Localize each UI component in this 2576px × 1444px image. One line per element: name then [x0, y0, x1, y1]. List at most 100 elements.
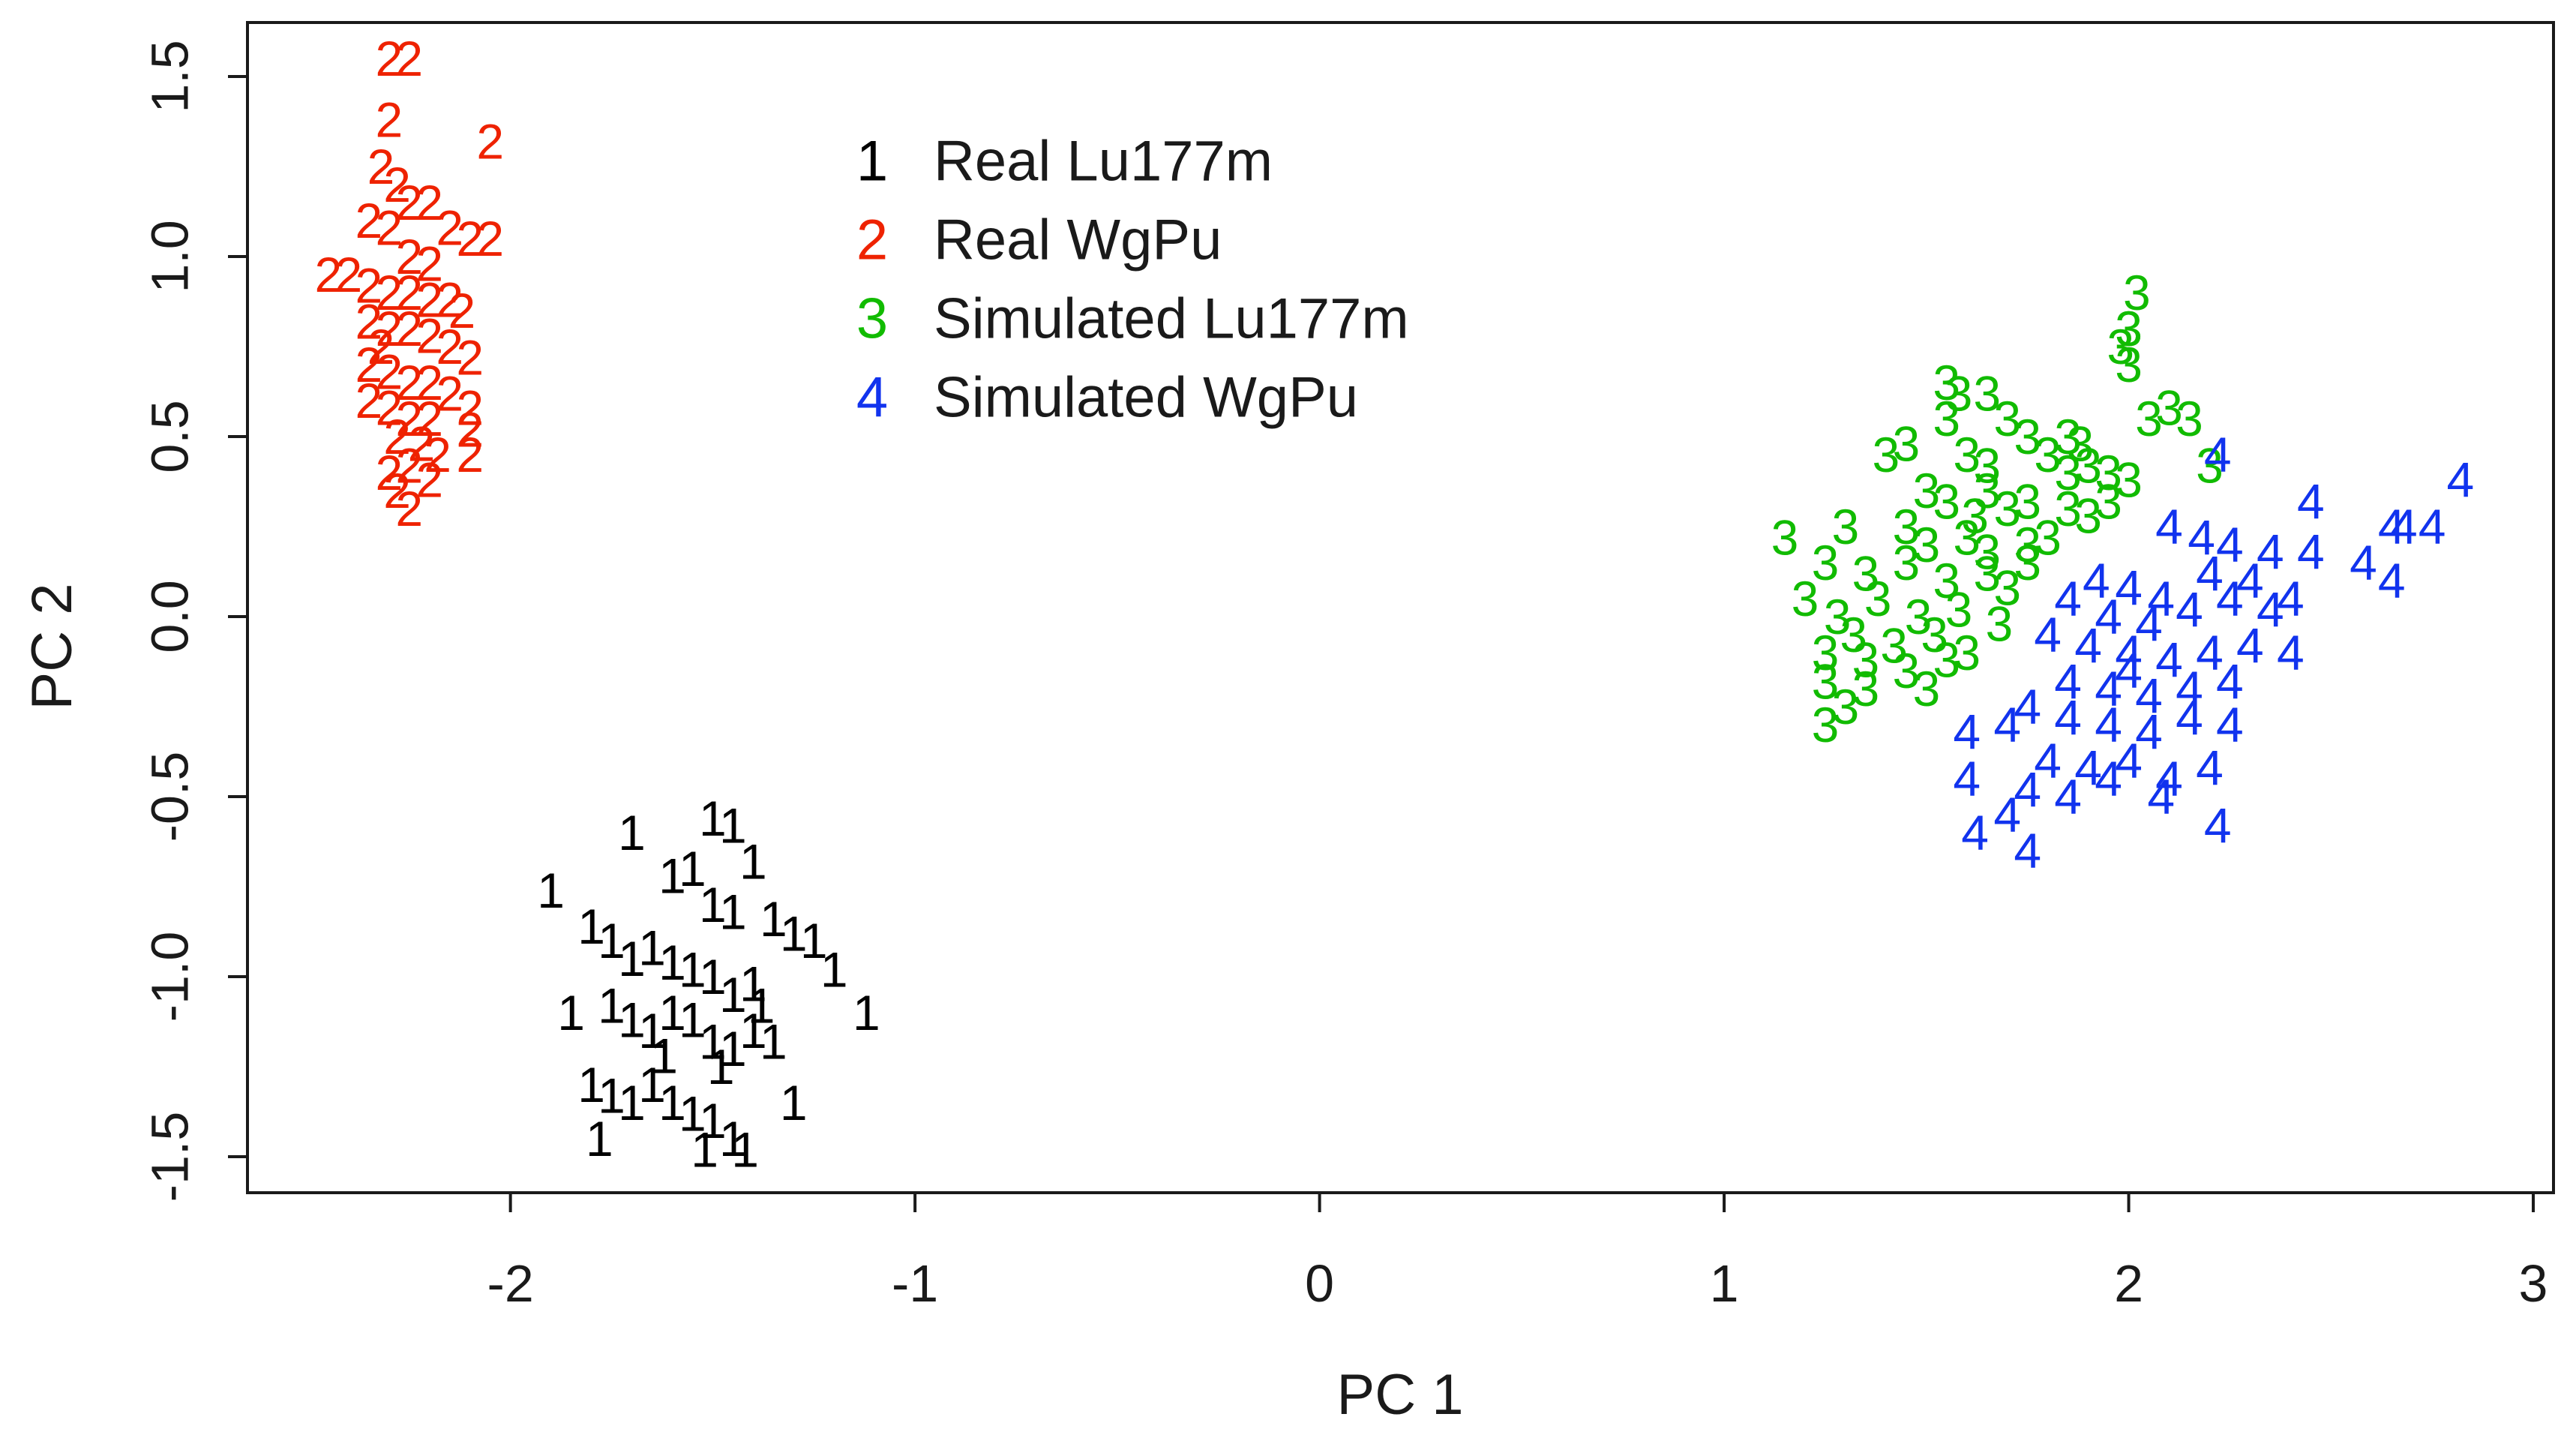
data-point: 2: [335, 247, 363, 302]
y-tick-label: 1.0: [140, 220, 199, 293]
data-point: 1: [820, 941, 848, 997]
data-point: 4: [2115, 625, 2143, 680]
data-point: 2: [355, 337, 382, 392]
data-point: 3: [1993, 481, 2021, 536]
data-point: 2: [456, 211, 484, 266]
data-point: 3: [1986, 596, 2014, 652]
data-point: 3: [1973, 437, 2001, 493]
data-point: 4: [2196, 625, 2224, 680]
data-point: 1: [638, 1057, 666, 1112]
data-point: 2: [375, 344, 403, 400]
data-point: 4: [2074, 617, 2102, 673]
data-point: 2: [436, 272, 463, 328]
data-point: 3: [1852, 632, 1880, 688]
data-point: 4: [2216, 653, 2244, 709]
y-axis-title: PC 2: [20, 584, 84, 710]
data-point: 3: [1824, 589, 1852, 644]
data-point: 4: [2095, 661, 2122, 716]
data-point: 2: [355, 373, 382, 428]
data-point: 3: [2107, 319, 2134, 374]
data-point: 3: [1792, 571, 1819, 626]
x-tick-label: -1: [892, 1254, 938, 1313]
data-point: 2: [395, 355, 423, 410]
data-point: 3: [1892, 535, 1920, 590]
data-point: 1: [586, 1111, 613, 1166]
data-point: 2: [395, 481, 423, 536]
data-point: 1: [719, 1021, 747, 1076]
data-point: 3: [1993, 391, 2021, 446]
data-point: 2: [415, 308, 443, 364]
data-point: 1: [618, 805, 646, 860]
data-point: 4: [2014, 761, 2041, 817]
data-point: 2: [415, 236, 443, 292]
data-point: 4: [2196, 740, 2224, 796]
data-point: 3: [1993, 560, 2021, 616]
data-point: 2: [415, 175, 443, 230]
data-point: 4: [1993, 697, 2021, 752]
legend-symbol: 4: [856, 366, 888, 430]
data-point: 2: [415, 355, 443, 410]
data-point: 3: [1961, 488, 1989, 544]
data-point: 2: [355, 193, 382, 248]
y-tick-label: -0.5: [140, 752, 199, 842]
data-point: 4: [2095, 697, 2122, 752]
data-point: 1: [760, 1013, 787, 1069]
data-point: 3: [1852, 661, 1880, 716]
data-point: 2: [436, 200, 463, 256]
y-tick-label: -1.0: [140, 932, 199, 1022]
data-point: 4: [2176, 581, 2203, 637]
data-point: 3: [1812, 653, 1840, 709]
legend-label: Real Lu177m: [934, 130, 1273, 194]
data-point: 3: [2054, 481, 2082, 536]
data-point: 1: [731, 1121, 759, 1177]
data-point: 3: [1812, 697, 1840, 752]
data-point: 3: [2115, 301, 2143, 356]
data-point: 1: [699, 791, 727, 846]
data-point: 4: [2095, 751, 2122, 806]
legend-symbol: 2: [856, 209, 888, 272]
data-point: 4: [2350, 535, 2377, 590]
data-point: 3: [1973, 365, 2001, 421]
data-point: 3: [2155, 380, 2183, 436]
data-point: 2: [395, 437, 423, 493]
data-point: 3: [1921, 607, 1948, 662]
data-point: 1: [739, 833, 767, 889]
data-point: 4: [2176, 661, 2203, 716]
y-tick-label: 1.5: [140, 40, 199, 113]
data-point: 4: [2176, 689, 2203, 745]
data-point: 1: [598, 977, 625, 1033]
data-point: 1: [719, 884, 747, 940]
data-point: 4: [2378, 499, 2406, 554]
data-point: 4: [2095, 589, 2122, 644]
data-point: 2: [375, 301, 403, 356]
data-point: 2: [395, 265, 423, 320]
legend: 1 Real Lu177m 2 Real WgPu 3 Simulated Lu177m 4…: [856, 130, 1409, 430]
data-point: 3: [1912, 463, 1940, 518]
data-point: 3: [1852, 545, 1880, 601]
data-point: 2: [315, 247, 343, 302]
y-tick-label: -1.5: [140, 1112, 199, 1202]
data-point: 1: [780, 905, 808, 961]
data-point: 3: [1812, 625, 1840, 680]
plot-frame: [246, 21, 2555, 1194]
data-point: 4: [2216, 517, 2244, 572]
legend-item: 1 Real Lu177m: [856, 130, 1273, 194]
data-point: 3: [1953, 427, 1981, 482]
data-point: 4: [1993, 787, 2021, 842]
data-point: 4: [2204, 797, 2232, 853]
data-point: 3: [2196, 437, 2224, 493]
data-point: 1: [679, 841, 706, 896]
data-point: 3: [2054, 409, 2082, 464]
data-point: 4: [2277, 625, 2305, 680]
data-point: 1: [760, 891, 787, 947]
data-point: 2: [436, 365, 463, 421]
data-point: 3: [1864, 571, 1892, 626]
data-point: 2: [383, 463, 411, 518]
data-point: 1: [658, 1075, 686, 1130]
data-point: 1: [719, 1111, 747, 1166]
